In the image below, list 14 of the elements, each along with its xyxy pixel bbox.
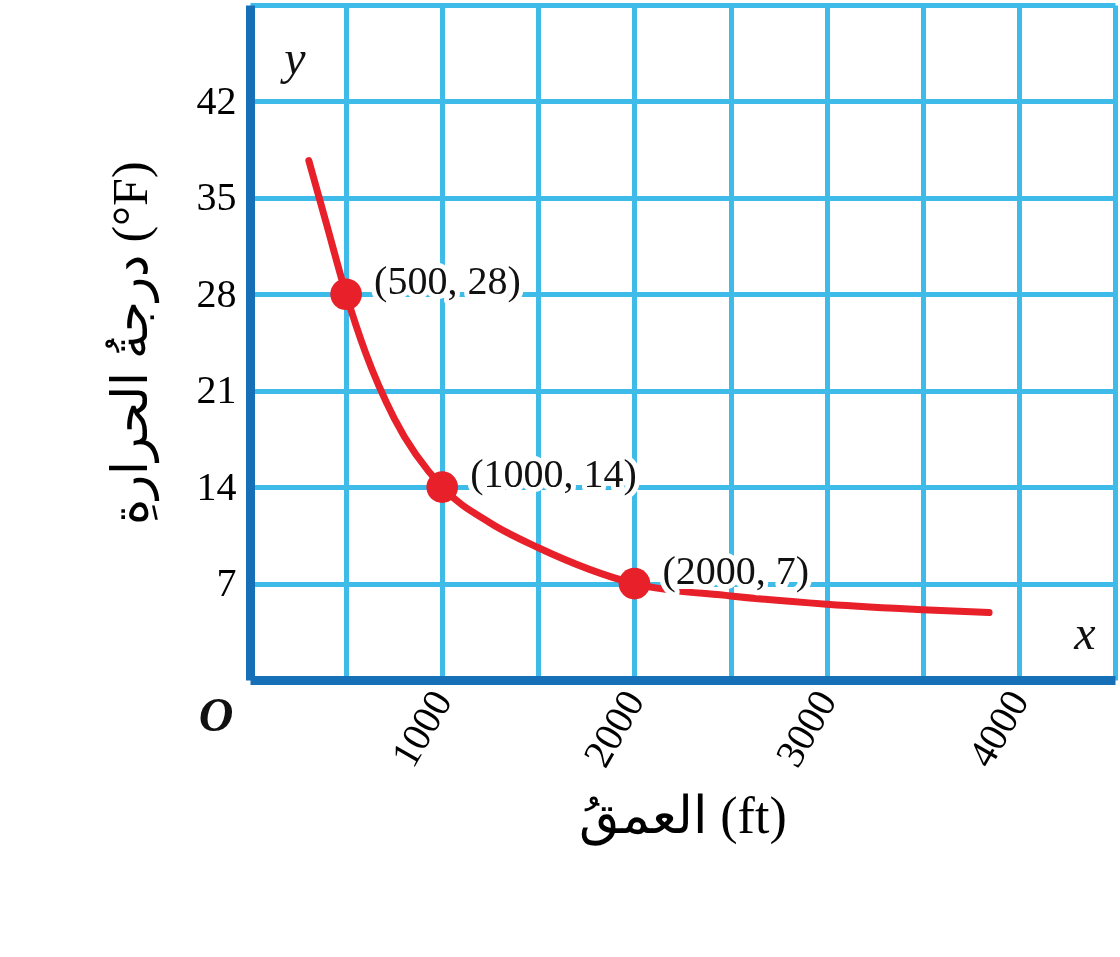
annotation: y <box>279 31 307 84</box>
y-tick-label: 42 <box>196 77 237 123</box>
text: O <box>198 688 234 741</box>
annotation: x <box>1073 606 1096 659</box>
y-axis-title: درجةُ الحرارةِ (°F) <box>101 161 160 525</box>
point <box>330 278 362 311</box>
point <box>426 471 459 503</box>
y-tick-label: 21 <box>196 367 237 413</box>
y-tick-label: 35 <box>196 174 237 220</box>
y-tick-label: 7 <box>216 560 237 606</box>
point <box>618 567 651 600</box>
x-axis-title: العمقُ (ft) <box>579 786 787 846</box>
y-tick-label: 28 <box>196 270 237 316</box>
y-tick-label: 14 <box>196 463 237 509</box>
